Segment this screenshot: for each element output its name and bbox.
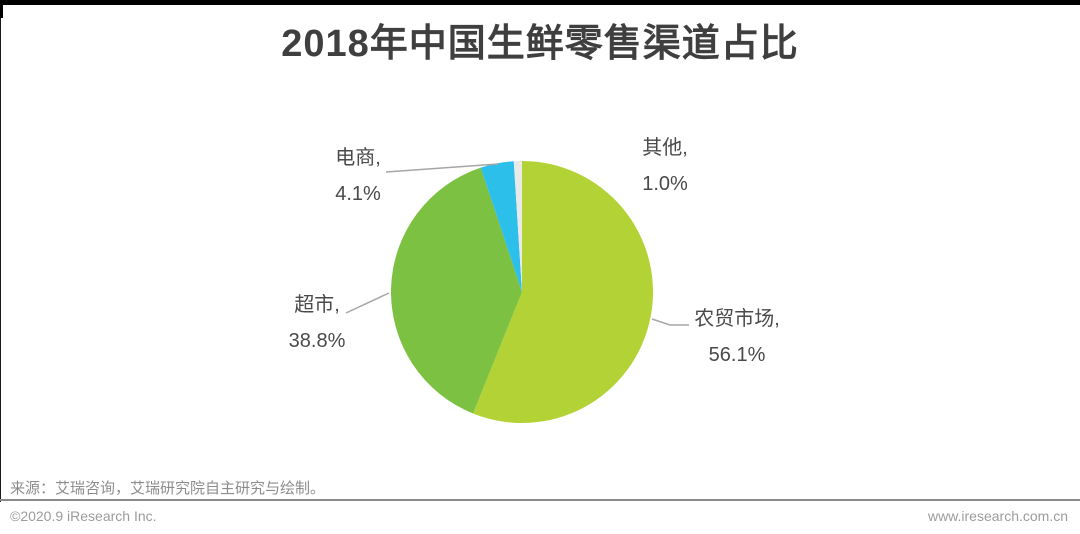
pie-label-name: 其他,: [642, 137, 688, 159]
pie-label-超市: 超市, 38.8%: [237, 287, 397, 359]
source-note: 来源：艾瑞咨询，艾瑞研究院自主研究与绘制。: [10, 480, 326, 497]
pie-label-name: 电商,: [335, 147, 381, 169]
pie-label-value: 56.1%: [708, 344, 766, 366]
left-border-line: [0, 0, 1, 502]
pie-label-value: 38.8%: [288, 330, 346, 352]
top-left-corner-mark: [0, 0, 3, 18]
website-url: www.iresearch.com.cn: [927, 508, 1068, 524]
top-border-bar: [0, 0, 1080, 5]
copyright-text: ©2020.9 iResearch Inc.: [10, 508, 157, 524]
pie-slice-电商: [480, 161, 522, 292]
pie-label-农贸市场: 农贸市场, 56.1%: [657, 301, 817, 373]
pie-label-name: 超市,: [294, 294, 340, 316]
pie-chart: [391, 161, 653, 423]
pie-slice-其他: [513, 161, 522, 292]
chart-title: 2018年中国生鲜零售渠道占比: [281, 23, 799, 65]
pie-label-name: 农贸市场,: [694, 308, 780, 330]
pie-label-其他: 其他, 1.0%: [585, 130, 745, 202]
pie-slice-超市: [391, 167, 522, 414]
pie-label-value: 4.1%: [335, 183, 381, 205]
pie-label-value: 1.0%: [642, 173, 688, 195]
footer-divider: [0, 499, 1080, 501]
pie-label-电商: 电商, 4.1%: [278, 140, 438, 212]
pie-slice-农贸市场: [473, 161, 653, 423]
